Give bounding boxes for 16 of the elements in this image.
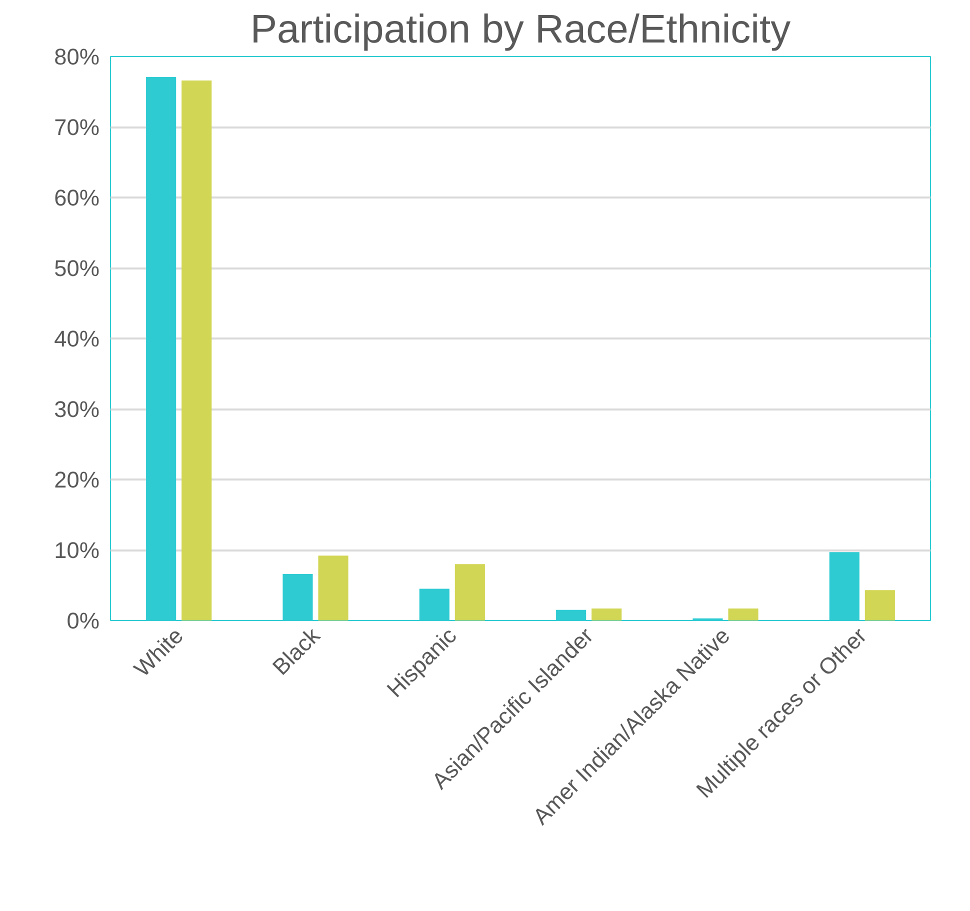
y-tick-label: 10% — [54, 537, 100, 563]
y-tick-label: 30% — [54, 396, 100, 422]
bar — [728, 608, 758, 620]
y-tick-label: 80% — [54, 44, 100, 70]
y-tick-label: 60% — [54, 184, 100, 210]
y-tick-label: 70% — [54, 114, 100, 140]
y-tick-label: 0% — [66, 608, 100, 634]
y-tick-label: 40% — [54, 326, 100, 352]
bar — [864, 590, 895, 620]
chart-title: Participation by Race/Ethnicity — [250, 8, 791, 52]
bar — [182, 80, 212, 620]
bar — [454, 564, 485, 620]
y-tick-label: 50% — [54, 255, 100, 281]
bar — [318, 556, 348, 620]
y-tick-label: 20% — [54, 466, 100, 492]
bar — [592, 608, 622, 620]
